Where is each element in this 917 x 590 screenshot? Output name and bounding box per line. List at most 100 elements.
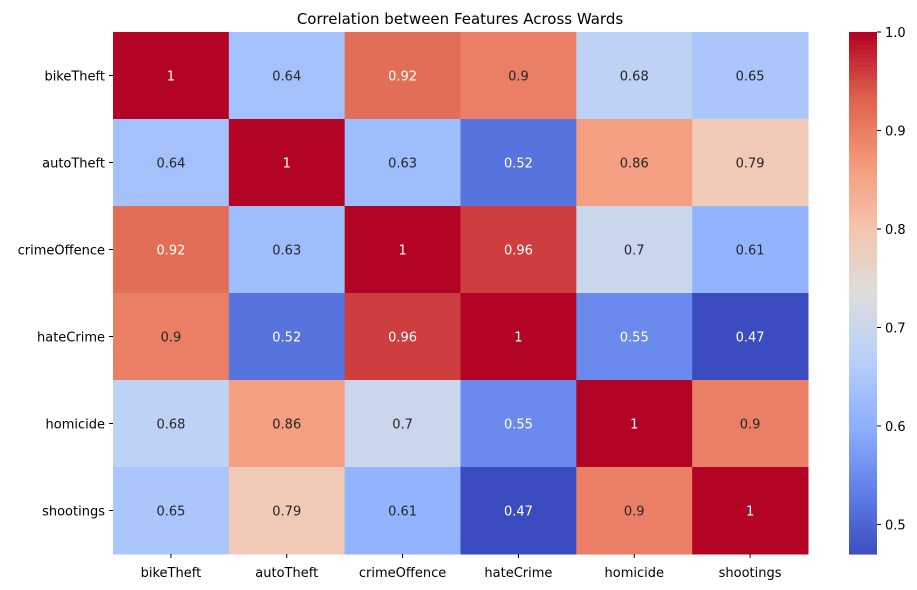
colorbar-segment <box>849 340 877 346</box>
colorbar-segment <box>849 475 877 481</box>
colorbar-tick-label: 1.0 <box>885 26 906 41</box>
colorbar-segment <box>849 275 877 281</box>
heatmap-cell-homicide-hateCrime <box>460 380 577 468</box>
colorbar-segment <box>849 271 877 277</box>
colorbar-segment <box>849 219 877 224</box>
colorbar-segment <box>849 462 877 468</box>
colorbar-segment <box>849 149 877 155</box>
cell-value-label: 0.86 <box>272 418 301 433</box>
colorbar-segment <box>849 92 877 98</box>
y-tick-label-bikeTheft: bikeTheft <box>44 70 105 85</box>
heatmap-cell-homicide-shootings <box>692 380 809 468</box>
colorbar-segment <box>849 175 877 181</box>
colorbar-segment <box>849 453 877 459</box>
heatmap-cell-autoTheft-homicide <box>576 119 693 207</box>
cell-value-label: 0.68 <box>620 70 649 85</box>
colorbar-segment <box>849 158 877 164</box>
colorbar-segment <box>849 532 877 538</box>
colorbar-segment <box>849 545 877 551</box>
cell-value-label: 0.86 <box>620 157 649 172</box>
cell-value-label: 1 <box>746 505 754 520</box>
heatmap-cell-autoTheft-crimeOffence <box>344 119 461 207</box>
heatmap-cell-homicide-crimeOffence <box>344 380 461 468</box>
heatmap-cell-hateCrime-autoTheft <box>228 293 346 381</box>
cell-value-label: 0.52 <box>272 331 301 346</box>
heatmap-cell-hateCrime-shootings <box>692 293 809 381</box>
colorbar-segment <box>849 362 877 368</box>
colorbar-segment <box>849 380 877 385</box>
colorbar-segment <box>849 114 877 120</box>
colorbar-segment <box>849 501 877 507</box>
heatmap-cell-autoTheft-bikeTheft <box>113 119 230 207</box>
colorbar-segment <box>849 171 877 177</box>
heatmap-cell-shootings-hateCrime <box>460 467 577 555</box>
colorbar-segment <box>849 449 877 455</box>
colorbar-segment <box>849 153 877 159</box>
colorbar-segment <box>849 123 877 129</box>
heatmap-cell-shootings-homicide <box>576 467 693 555</box>
cell-value-label: 1 <box>398 244 406 259</box>
cell-value-label: 0.61 <box>736 244 765 259</box>
colorbar-segment <box>849 393 877 398</box>
colorbar-segment <box>849 71 877 77</box>
colorbar-segment <box>849 384 877 390</box>
colorbar-segment <box>849 406 877 412</box>
colorbar-segment <box>849 253 877 259</box>
colorbar-segment <box>849 192 877 198</box>
colorbar-segment <box>849 401 877 407</box>
colorbar-segment <box>849 297 877 303</box>
colorbar-segment <box>849 79 877 85</box>
heatmap-cell-hateCrime-homicide <box>576 293 693 381</box>
colorbar-segment <box>849 232 877 238</box>
heatmap-cell-shootings-autoTheft <box>228 467 346 555</box>
colorbar-segment <box>849 66 877 72</box>
colorbar-segment <box>849 127 877 133</box>
colorbar-segment <box>849 375 877 381</box>
colorbar-tick-label: 0.8 <box>885 223 906 238</box>
colorbar-segment <box>849 540 877 546</box>
cell-value-label: 0.65 <box>736 70 765 85</box>
colorbar-segment <box>849 519 877 525</box>
colorbar-segment <box>849 88 877 94</box>
colorbar-segment <box>849 184 877 190</box>
heatmap-cell-shootings-crimeOffence <box>344 467 461 555</box>
colorbar-segment <box>849 414 877 420</box>
cell-value-label: 0.64 <box>272 70 301 85</box>
chart-title: Correlation between Features Across Ward… <box>297 10 624 28</box>
colorbar-segment <box>849 314 877 320</box>
colorbar-segment <box>849 514 877 520</box>
colorbar-segment <box>849 319 877 325</box>
colorbar-segment <box>849 506 877 512</box>
colorbar-segment <box>849 371 877 377</box>
colorbar-segment <box>849 310 877 316</box>
cell-value-label: 1 <box>167 70 175 85</box>
heatmap-cell-bikeTheft-autoTheft <box>228 32 346 120</box>
heatmap-cell-crimeOffence-hateCrime <box>460 206 577 294</box>
colorbar-segment <box>849 53 877 59</box>
colorbar-segment <box>849 549 877 555</box>
colorbar-segment <box>849 210 877 216</box>
colorbar-segment <box>849 436 877 442</box>
colorbar-segment <box>849 84 877 90</box>
colorbar-segment <box>849 249 877 255</box>
cell-value-label: 0.7 <box>624 244 645 259</box>
cell-value-label: 1 <box>514 331 522 346</box>
colorbar-segment <box>849 493 877 499</box>
cell-value-label: 0.9 <box>740 418 761 433</box>
heatmap-cell-crimeOffence-crimeOffence <box>344 206 461 294</box>
heatmap-cell-autoTheft-shootings <box>692 119 809 207</box>
colorbar-segment <box>849 45 877 50</box>
cell-value-label: 0.9 <box>624 505 645 520</box>
colorbar-segment <box>849 132 877 137</box>
x-axis-ticks: bikeTheft autoTheft crimeOffence hateCrime h… <box>141 554 782 581</box>
colorbar-segment <box>849 223 877 229</box>
colorbar-segment <box>849 279 877 285</box>
colorbar-segment <box>849 258 877 264</box>
heatmap-cell-hateCrime-hateCrime <box>460 293 577 381</box>
cell-value-label: 0.96 <box>388 331 417 346</box>
colorbar-segment <box>849 440 877 446</box>
colorbar-segment <box>849 510 877 516</box>
y-tick-label-crimeOffence: crimeOffence <box>18 244 105 259</box>
colorbar-segment <box>849 388 877 394</box>
